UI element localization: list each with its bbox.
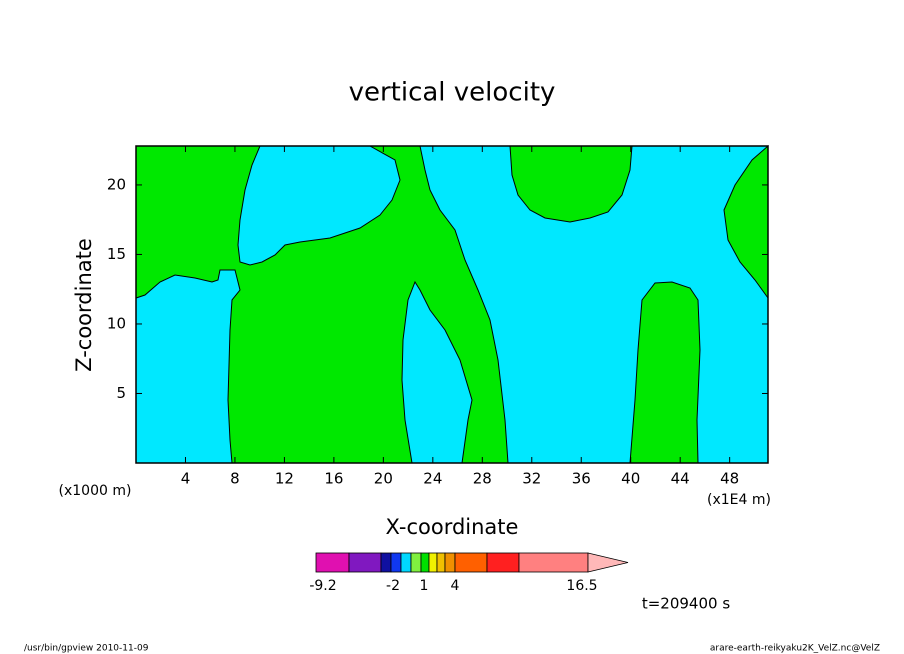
x-tick-label: 24 — [423, 470, 442, 488]
contour-region — [629, 281, 701, 464]
y-tick-label: 5 — [116, 384, 126, 402]
x-tick-label: 8 — [230, 470, 240, 488]
colorbar-label: 16.5 — [566, 578, 597, 594]
y-tick-label: 15 — [107, 245, 126, 263]
colorbar-segment — [454, 552, 488, 573]
x-tick-label: 28 — [473, 470, 492, 488]
x-axis-label: X-coordinate — [386, 515, 519, 539]
colorbar-label: 4 — [451, 578, 460, 594]
colorbar-segment — [390, 552, 402, 573]
colorbar-segment — [410, 552, 422, 573]
colorbar-extension — [587, 552, 629, 573]
x-tick-label: 44 — [671, 470, 690, 488]
x-tick-label: 12 — [275, 470, 294, 488]
colorbar-segment — [400, 552, 412, 573]
colorbar-label: -2 — [386, 578, 400, 594]
contour-regions — [135, 144, 769, 464]
colorbar-segment — [348, 552, 382, 573]
plot-frame — [135, 145, 769, 464]
x-unit-label: (x1E4 m) — [707, 492, 771, 508]
x-unit-label: (x1000 m) — [59, 483, 132, 499]
colorbar-label: 1 — [420, 578, 429, 594]
y-tick-label: 20 — [107, 175, 126, 193]
y-tick-label: 10 — [107, 314, 126, 332]
x-tick-label: 4 — [181, 470, 191, 488]
x-tick-label: 32 — [522, 470, 541, 488]
x-tick-label: 48 — [720, 470, 739, 488]
contour-region — [509, 145, 633, 223]
colorbar-segment — [436, 552, 446, 573]
colorbar-segment — [420, 552, 430, 573]
colorbar-segment — [444, 552, 456, 573]
x-tick-label: 36 — [572, 470, 591, 488]
x-tick-label: 40 — [621, 470, 640, 488]
chart-title: vertical velocity — [349, 78, 556, 108]
colorbar-segment — [380, 552, 392, 573]
time-label: t=209400 s — [642, 595, 730, 613]
x-tick-label: 16 — [324, 470, 343, 488]
contour-region — [723, 144, 769, 300]
colorbar-segment — [486, 552, 520, 573]
footer-left: /usr/bin/gpview 2010-11-09 — [24, 644, 149, 654]
footer-right: arare-earth-reikyaku2K_VelZ.nc@VelZ — [710, 644, 880, 654]
colorbar-segment — [428, 552, 438, 573]
colorbar-label: -9.2 — [309, 578, 336, 594]
colorbar-segment — [315, 552, 350, 573]
y-axis-label: Z-coordinate — [72, 238, 96, 372]
colorbar-segment — [518, 552, 589, 573]
x-tick-label: 20 — [374, 470, 393, 488]
